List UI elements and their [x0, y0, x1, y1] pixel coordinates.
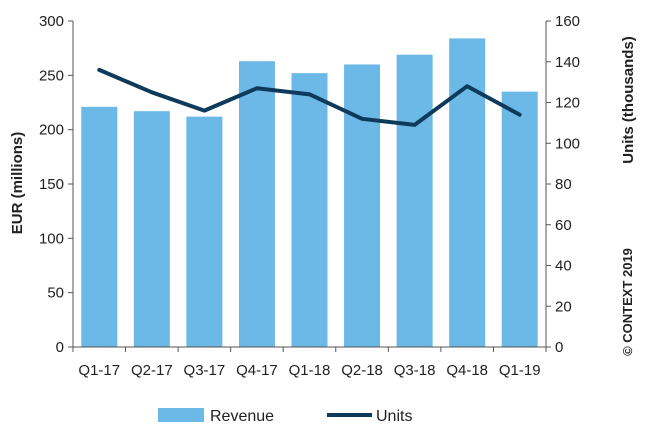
- legend: Revenue Units: [158, 408, 412, 425]
- x-tick-label: Q4-17: [236, 362, 278, 379]
- units-point-q3-18: [414, 124, 416, 126]
- left-axis-ticks: 0 50 100 150 200 250 300: [39, 13, 73, 356]
- left-tick-label: 0: [56, 339, 64, 356]
- right-tick-label: 120: [555, 95, 580, 112]
- right-axis-ticks: 0 20 40 60 80 100 120 140 160: [546, 13, 580, 356]
- left-tick-label: 200: [39, 122, 64, 139]
- right-tick-label: 160: [555, 13, 580, 30]
- right-tick-label: 80: [555, 176, 572, 193]
- left-axis-title: EUR (millions): [9, 132, 26, 235]
- right-tick-label: 100: [555, 135, 580, 152]
- left-tick-label: 300: [39, 13, 64, 30]
- x-tick-label: Q2-17: [131, 362, 173, 379]
- units-point-q2-17: [151, 91, 153, 93]
- units-line-layer: [97, 67, 522, 127]
- right-tick-label: 20: [555, 298, 572, 315]
- revenue-bar-q3-18: [396, 54, 433, 347]
- left-tick-label: 150: [39, 176, 64, 193]
- x-tick-label: Q1-19: [499, 362, 541, 379]
- revenue-bar-q4-17: [238, 61, 275, 347]
- units-point-q1-17: [98, 69, 100, 71]
- legend-label-revenue: Revenue: [210, 408, 274, 425]
- right-axis-title: Units (thousands): [620, 36, 637, 164]
- right-tick-label: 60: [555, 217, 572, 234]
- units-point-q3-17: [203, 110, 205, 112]
- units-point-q4-17: [256, 87, 258, 89]
- left-tick-label: 100: [39, 230, 64, 247]
- left-tick-label: 50: [47, 285, 64, 302]
- x-tick-label: Q1-17: [78, 362, 120, 379]
- right-tick-label: 0: [555, 339, 563, 356]
- revenue-bar-q2-18: [344, 64, 381, 347]
- units-point-q1-19: [519, 114, 521, 116]
- x-tick-label: Q3-17: [184, 362, 226, 379]
- x-tick-label: Q3-18: [394, 362, 436, 379]
- x-tick-label: Q4-18: [446, 362, 488, 379]
- revenue-bar-q1-18: [291, 73, 328, 347]
- x-tick-label: Q2-18: [341, 362, 383, 379]
- legend-label-units: Units: [376, 408, 412, 425]
- units-point-q4-18: [466, 85, 468, 87]
- revenue-bar-q4-18: [449, 38, 486, 348]
- revenue-bar-q1-19: [501, 91, 538, 347]
- units-point-q2-18: [361, 118, 363, 120]
- revenue-bars: [81, 38, 538, 348]
- revenue-bar-q2-17: [133, 111, 170, 348]
- right-tick-label: 40: [555, 258, 572, 275]
- x-axis-ticks: Q1-17 Q2-17 Q3-17 Q4-17 Q1-18 Q2-18 Q3-18 Q4-18…: [72, 347, 547, 379]
- legend-swatch-revenue: [158, 408, 204, 422]
- left-tick-label: 250: [39, 67, 64, 84]
- copyright-text: © CONTEXT 2019: [620, 248, 635, 356]
- right-tick-label: 140: [555, 54, 580, 71]
- units-point-q1-18: [309, 93, 310, 95]
- x-tick-label: Q1-18: [289, 362, 331, 379]
- revenue-bar-q1-17: [81, 106, 118, 347]
- revenue-bar-q3-17: [186, 116, 223, 347]
